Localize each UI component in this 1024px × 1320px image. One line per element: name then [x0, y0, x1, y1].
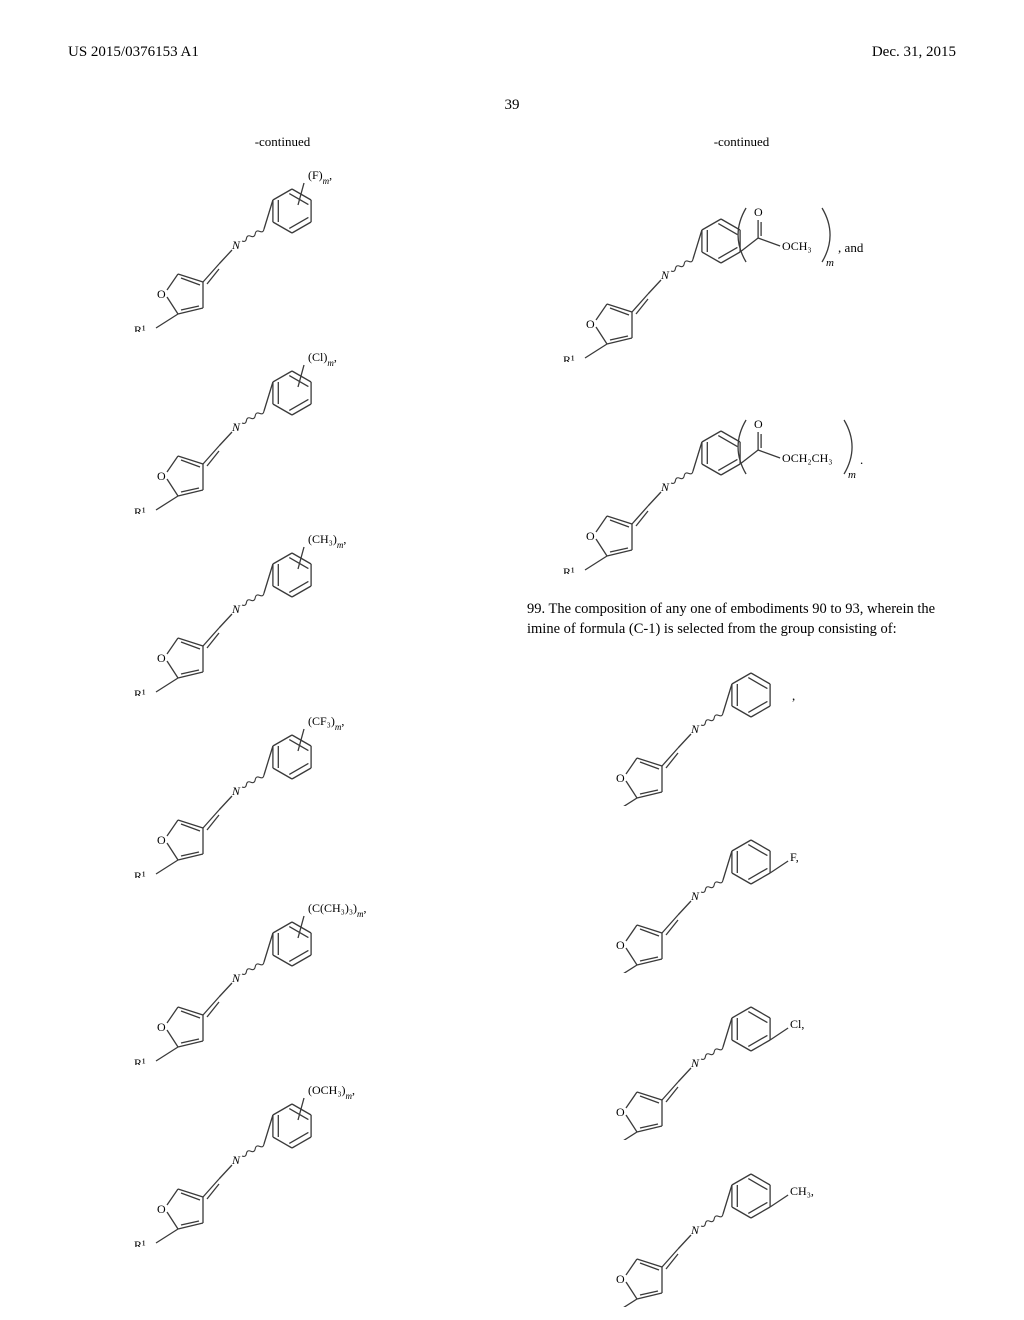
right-column: -continued O R¹ N O OCH₃ m , and O R¹ N O OCH₂CH₃ m.…	[527, 134, 956, 1319]
structure-block: OR¹NCH₃,	[527, 1152, 956, 1307]
structure-block: O R¹ N (CF₃)m,	[68, 708, 497, 878]
svg-text:O: O	[157, 469, 166, 483]
page-header: US 2015/0376153 A1 Dec. 31, 2015	[68, 44, 956, 61]
svg-text:F,: F,	[790, 850, 799, 864]
svg-text:R¹: R¹	[134, 323, 146, 332]
structure-block: O R¹ N (F)m,	[68, 162, 497, 332]
structure-block: O R¹ N (Cl)m,	[68, 344, 497, 514]
svg-text:R¹: R¹	[134, 687, 146, 696]
structure-block: O R¹ N (OCH₃)m,	[68, 1077, 497, 1247]
structure-block: OR¹N,	[527, 651, 956, 806]
svg-text:R¹: R¹	[563, 565, 575, 574]
svg-text:R¹: R¹	[134, 869, 146, 878]
svg-text:N: N	[231, 238, 241, 252]
two-column-layout: -continued O R¹ N (F)m, O R¹ N (Cl)m, O R¹ N (CH₃)m…	[68, 134, 956, 1319]
page-number: 39	[68, 97, 956, 114]
structure-block: O R¹ N O OCH₃ m , and	[527, 162, 956, 362]
svg-text:O: O	[157, 833, 166, 847]
svg-text:O: O	[157, 1020, 166, 1034]
svg-text:O: O	[616, 1272, 625, 1286]
svg-text:N: N	[660, 480, 670, 494]
svg-text:N: N	[690, 722, 700, 736]
chemical-structure: OR¹NF,	[592, 818, 892, 973]
svg-text:(OCH₃)m,: (OCH₃)m,	[308, 1083, 355, 1101]
svg-text:OCH₂CH₃: OCH₂CH₃	[782, 451, 832, 465]
svg-text:N: N	[690, 1223, 700, 1237]
svg-text:N: N	[231, 602, 241, 616]
continued-label-right: -continued	[527, 134, 956, 150]
publication-date: Dec. 31, 2015	[872, 44, 956, 61]
structure-block: OR¹NCl,	[527, 985, 956, 1140]
chemical-structure: OR¹N,	[592, 651, 892, 806]
svg-text:,: ,	[792, 688, 795, 703]
structure-block: OR¹NF,	[527, 818, 956, 973]
chemical-structure: O R¹ N O OCH₂CH₃ m.	[562, 374, 922, 574]
structure-block: O R¹ N O OCH₂CH₃ m.	[527, 374, 956, 574]
svg-text:CH₃,: CH₃,	[790, 1184, 814, 1198]
svg-text:O: O	[157, 287, 166, 301]
svg-text:N: N	[690, 889, 700, 903]
structure-block: O R¹ N (CH₃)m,	[68, 526, 497, 696]
embodiment-text: 99. The composition of any one of embodi…	[527, 600, 956, 639]
svg-text:Cl,: Cl,	[790, 1017, 804, 1031]
svg-text:m: m	[848, 469, 856, 481]
svg-text:, and: , and	[838, 240, 864, 255]
svg-text:O: O	[754, 417, 763, 431]
svg-text:O: O	[157, 1202, 166, 1216]
svg-text:R¹: R¹	[134, 1056, 146, 1065]
chemical-structure: O R¹ N (CF₃)m,	[133, 708, 433, 878]
svg-text:N: N	[231, 1153, 241, 1167]
svg-text:(CF₃)m,: (CF₃)m,	[308, 714, 344, 732]
svg-text:O: O	[616, 771, 625, 785]
svg-text:.: .	[860, 452, 863, 467]
svg-text:(CH₃)m,: (CH₃)m,	[308, 532, 346, 550]
svg-text:(C(CH₃)₃)m,: (C(CH₃)₃)m,	[308, 901, 367, 919]
svg-text:O: O	[586, 529, 595, 543]
continued-label-left: -continued	[68, 134, 497, 150]
structure-block: O R¹ N (C(CH₃)₃)m,	[68, 890, 497, 1065]
chemical-structure: O R¹ N (OCH₃)m,	[133, 1077, 433, 1247]
svg-text:O: O	[157, 651, 166, 665]
patent-number: US 2015/0376153 A1	[68, 44, 199, 61]
svg-text:R¹: R¹	[134, 1238, 146, 1247]
left-column: -continued O R¹ N (F)m, O R¹ N (Cl)m, O R¹ N (CH₃)m…	[68, 134, 497, 1319]
chemical-structure: O R¹ N (CH₃)m,	[133, 526, 433, 696]
svg-text:O: O	[586, 317, 595, 331]
svg-text:O: O	[616, 938, 625, 952]
chemical-structure: O R¹ N (C(CH₃)₃)m,	[133, 890, 433, 1065]
svg-text:N: N	[231, 420, 241, 434]
svg-text:N: N	[231, 784, 241, 798]
svg-text:N: N	[231, 971, 241, 985]
svg-text:(F)m,: (F)m,	[308, 168, 332, 186]
chemical-structure: O R¹ N (F)m,	[133, 162, 433, 332]
chemical-structure: OR¹NCH₃,	[592, 1152, 892, 1307]
chemical-structure: OR¹NCl,	[592, 985, 892, 1140]
svg-text:N: N	[690, 1056, 700, 1070]
chemical-structure: O R¹ N (Cl)m,	[133, 344, 433, 514]
chemical-structure: O R¹ N O OCH₃ m , and	[562, 162, 922, 362]
svg-text:R¹: R¹	[563, 353, 575, 362]
svg-text:m: m	[826, 257, 834, 269]
svg-text:OCH₃: OCH₃	[782, 239, 812, 253]
svg-text:O: O	[754, 205, 763, 219]
svg-text:(Cl)m,: (Cl)m,	[308, 350, 337, 368]
svg-text:R¹: R¹	[134, 505, 146, 514]
svg-text:O: O	[616, 1105, 625, 1119]
svg-text:N: N	[660, 268, 670, 282]
